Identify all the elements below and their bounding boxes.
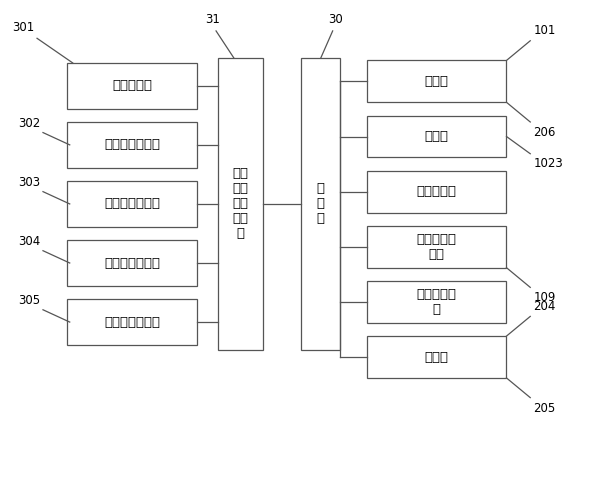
Bar [67, 299, 198, 345]
Bar [67, 181, 198, 227]
Text: 第二温度传感器: 第二温度传感器 [104, 256, 160, 269]
Text: 1023: 1023 [533, 157, 563, 170]
Text: 303: 303 [18, 176, 40, 189]
Text: 第一温度传感器: 第一温度传感器 [104, 139, 160, 151]
Text: 压缩机: 压缩机 [424, 75, 449, 88]
Text: 31: 31 [205, 13, 220, 26]
Text: 305: 305 [18, 294, 40, 307]
Text: 304: 304 [18, 235, 40, 248]
Text: 送风机: 送风机 [424, 130, 449, 143]
Text: 第一湿度传感器: 第一湿度传感器 [104, 198, 160, 210]
Text: 传感
器数
据采
集系
统: 传感 器数 据采 集系 统 [233, 167, 248, 241]
Bar [367, 281, 506, 323]
Text: 控
制
器: 控 制 器 [317, 183, 325, 225]
Text: 第二湿度传感器: 第二湿度传感器 [104, 316, 160, 329]
Bar [301, 58, 340, 350]
Text: 30: 30 [328, 13, 343, 26]
Bar [367, 171, 506, 212]
Text: 205: 205 [533, 401, 555, 415]
Text: 301: 301 [12, 21, 34, 34]
Text: 206: 206 [533, 126, 556, 139]
Text: 302: 302 [18, 117, 40, 130]
Bar [367, 336, 506, 378]
Bar [67, 122, 198, 168]
Text: 压力传感器: 压力传感器 [112, 79, 152, 92]
Bar [67, 63, 198, 109]
Bar [67, 240, 198, 286]
Bar [367, 226, 506, 268]
Bar [367, 60, 506, 102]
Text: 辅助电加热
器: 辅助电加热 器 [417, 288, 457, 316]
Text: 109: 109 [533, 292, 556, 304]
Text: 204: 204 [533, 300, 556, 313]
Bar [367, 116, 506, 157]
Text: 三通比例调
节阀: 三通比例调 节阀 [417, 233, 457, 261]
Text: 加湿器: 加湿器 [424, 350, 449, 363]
Text: 流量调节阀: 流量调节阀 [417, 185, 457, 198]
Text: 101: 101 [533, 24, 556, 37]
Bar [219, 58, 263, 350]
